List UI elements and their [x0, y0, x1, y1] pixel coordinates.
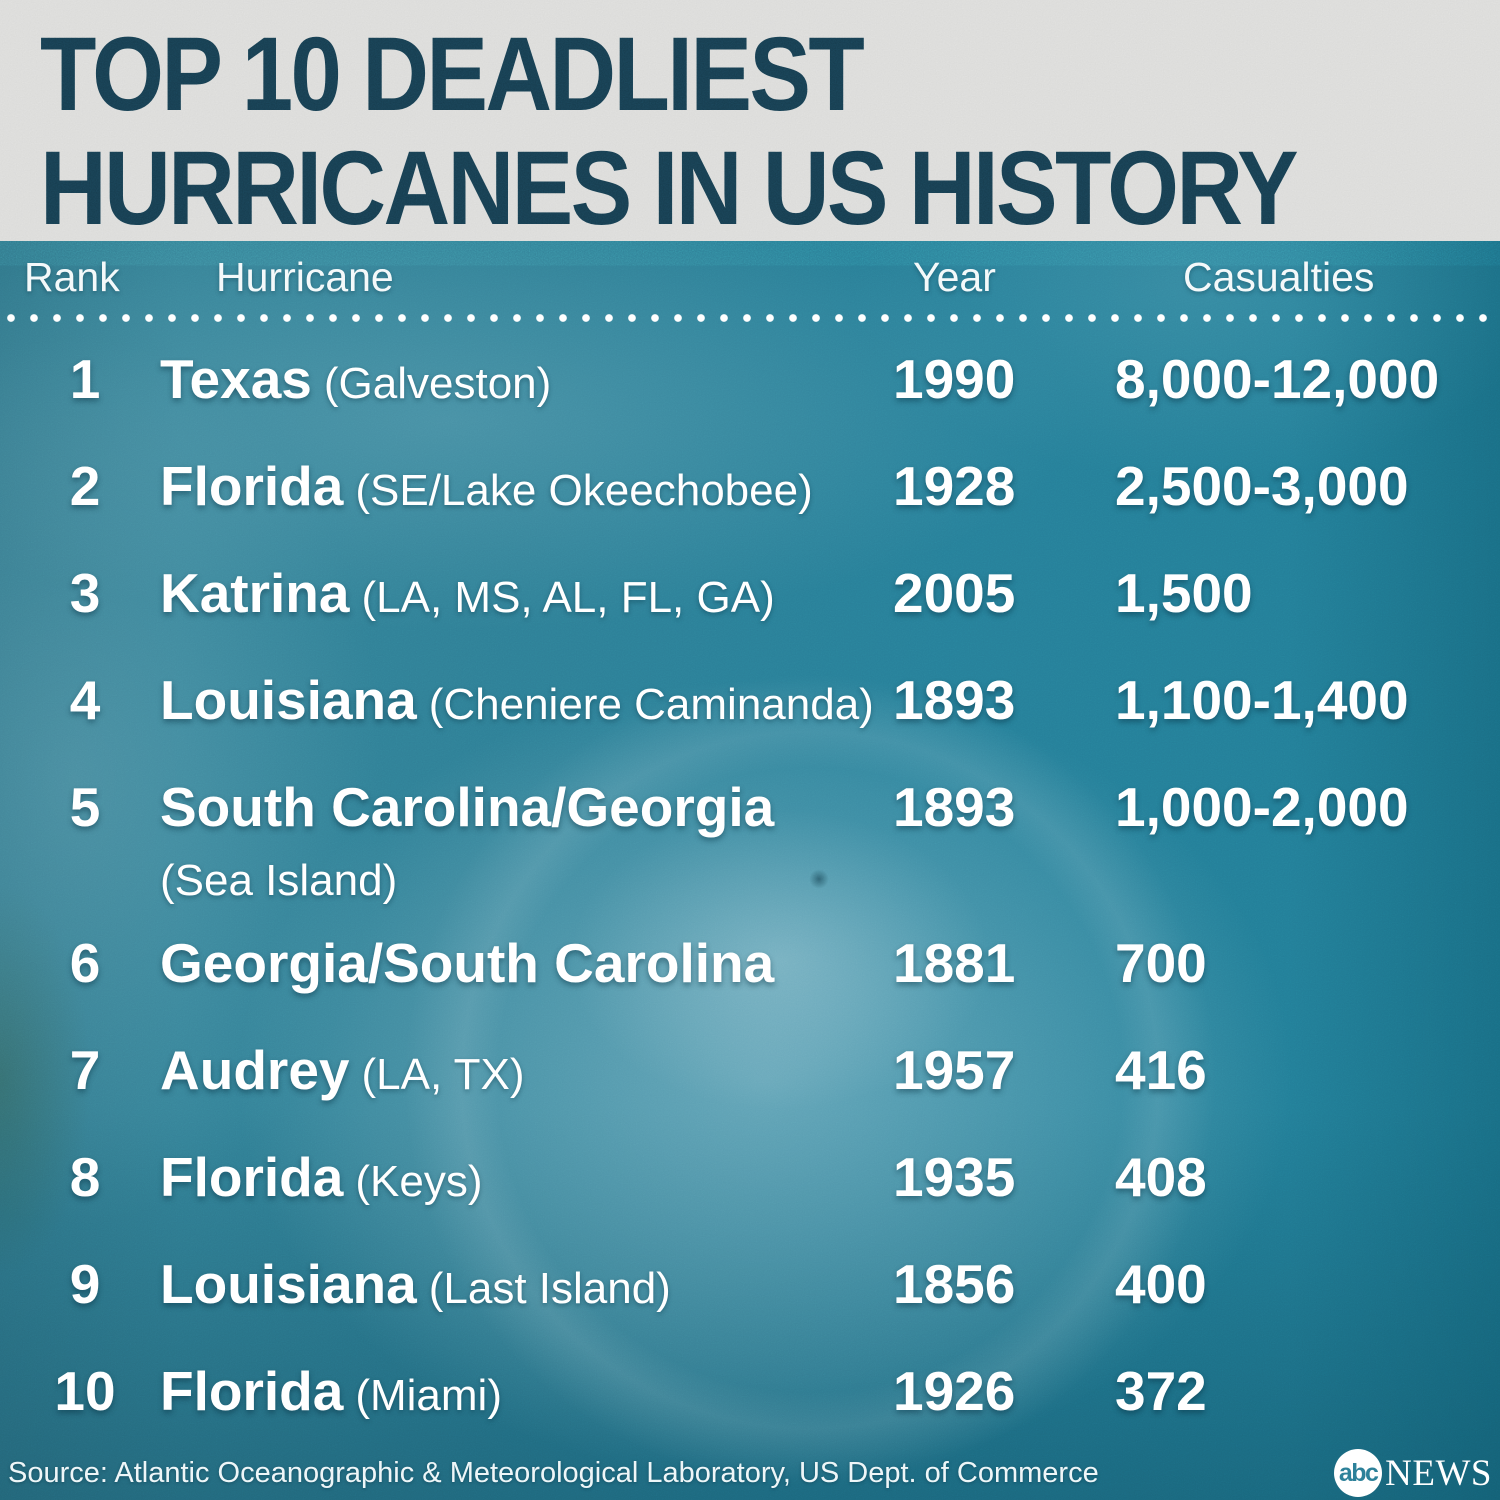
casualties-cell: 400 [1115, 1253, 1207, 1315]
year-cell: 1926 [893, 1360, 1016, 1422]
casualties-cell: 1,500 [1115, 562, 1253, 624]
hurricane-location-detail: (SE/Lake Okeechobee) [355, 466, 813, 515]
hurricane-cell: Louisiana (Last Island) [150, 1254, 885, 1333]
hurricane-name: South Carolina/Georgia [160, 776, 775, 838]
year-cell: 1856 [893, 1253, 1016, 1315]
year-cell: 1893 [893, 776, 1016, 838]
hurricane-cell: Texas (Galveston) [150, 349, 885, 428]
abc-news-logo: abc NEWS [1334, 1449, 1492, 1497]
hurricane-cell: Katrina (LA, MS, AL, FL, GA) [150, 563, 885, 642]
casualties-cell: 8,000-12,000 [1115, 348, 1440, 410]
hurricane-cell: South Carolina/Georgia (Sea Island) [150, 777, 885, 906]
dotted-divider [6, 313, 1500, 323]
header-rank: Rank [24, 253, 120, 300]
year-cell: 1893 [893, 669, 1016, 731]
table-row: 4 Louisiana (Cheniere Caminanda) 1893 1,1… [0, 647, 1500, 754]
casualties-cell: 408 [1115, 1146, 1207, 1208]
table-header-row: Rank Hurricane Year Casualties [0, 241, 1500, 313]
abc-news-wordmark: NEWS [1385, 1452, 1492, 1494]
hurricane-name: Louisiana [160, 669, 417, 731]
hurricane-name: Florida [160, 455, 344, 517]
year-cell: 1990 [893, 348, 1016, 410]
casualties-cell: 2,500-3,000 [1115, 455, 1409, 517]
table-row: 3 Katrina (LA, MS, AL, FL, GA) 2005 1,500 [0, 540, 1500, 647]
rank-cell: 4 [69, 669, 101, 731]
hurricane-location-detail: (Miami) [355, 1371, 502, 1420]
casualties-cell: 372 [1115, 1360, 1207, 1422]
hurricane-location-detail: (Keys) [355, 1157, 483, 1206]
header-year: Year [913, 253, 996, 300]
header-hurricane: Hurricane [216, 253, 394, 300]
page-title-line2: HURRICANES IN US HISTORY [40, 130, 1299, 247]
table-row: 7 Audrey (LA, TX) 1957 416 [0, 1017, 1500, 1124]
table-row: 9 Louisiana (Last Island) 1856 400 [0, 1231, 1500, 1338]
rank-cell: 3 [69, 562, 101, 624]
rank-cell: 5 [69, 776, 101, 838]
rank-cell: 6 [69, 932, 101, 994]
table-row: 1 Texas (Galveston) 1990 8,000-12,000 [0, 326, 1500, 433]
hurricane-location-subdetail: (Sea Island) [160, 856, 398, 905]
year-cell: 2005 [893, 562, 1016, 624]
rank-cell: 2 [69, 455, 101, 517]
hurricane-name: Florida [160, 1360, 344, 1422]
casualties-cell: 1,100-1,400 [1115, 669, 1409, 731]
hurricane-location-detail: (LA, TX) [361, 1050, 525, 1099]
hurricane-cell: Florida (Keys) [150, 1147, 885, 1226]
title-band: TOP 10 DEADLIEST HURRICANES IN US HISTOR… [0, 0, 1500, 246]
hurricane-name: Audrey [160, 1039, 350, 1101]
casualties-cell: 700 [1115, 932, 1207, 994]
hurricane-location-detail: (Last Island) [428, 1264, 671, 1313]
page-title-line1: TOP 10 DEADLIEST [40, 16, 865, 133]
footer: Source: Atlantic Oceanographic & Meteoro… [0, 1445, 1500, 1500]
hurricane-cell: Audrey (LA, TX) [150, 1040, 885, 1119]
hurricane-name: Georgia/South Carolina [160, 932, 775, 994]
casualties-cell: 1,000-2,000 [1115, 776, 1409, 838]
hurricane-location-detail: (LA, MS, AL, FL, GA) [361, 573, 775, 622]
year-cell: 1928 [893, 455, 1016, 517]
hurricane-cell: Louisiana (Cheniere Caminanda) [150, 670, 885, 749]
table-body: 1 Texas (Galveston) 1990 8,000-12,000 2 F… [0, 323, 1500, 1445]
hurricane-cell: Georgia/South Carolina [150, 933, 885, 1012]
casualties-cell: 416 [1115, 1039, 1207, 1101]
table-row: 6 Georgia/South Carolina 1881 700 [0, 910, 1500, 1017]
hurricane-cell: Florida (Miami) [150, 1361, 885, 1440]
rank-cell: 7 [69, 1039, 101, 1101]
year-cell: 1935 [893, 1146, 1016, 1208]
source-credit: Source: Atlantic Oceanographic & Meteoro… [8, 1456, 1099, 1489]
hurricane-name: Florida [160, 1146, 344, 1208]
header-casualties: Casualties [1183, 253, 1375, 300]
hurricane-location-detail: (Cheniere Caminanda) [428, 680, 874, 729]
rank-cell: 10 [54, 1360, 116, 1422]
hurricane-name: Louisiana [160, 1253, 417, 1315]
hurricane-cell: Florida (SE/Lake Okeechobee) [150, 456, 885, 535]
table-row: 5 South Carolina/Georgia (Sea Island) 18… [0, 754, 1500, 910]
year-cell: 1881 [893, 932, 1016, 994]
table-row: 2 Florida (SE/Lake Okeechobee) 1928 2,500… [0, 433, 1500, 540]
hurricane-location-detail: (Galveston) [323, 359, 552, 408]
hurricane-name: Katrina [160, 562, 350, 624]
table-row: 10 Florida (Miami) 1926 372 [0, 1338, 1500, 1445]
rank-cell: 8 [69, 1146, 101, 1208]
hurricane-name: Texas [160, 348, 312, 410]
rank-cell: 9 [69, 1253, 101, 1315]
year-cell: 1957 [893, 1039, 1016, 1101]
table-row: 8 Florida (Keys) 1935 408 [0, 1124, 1500, 1231]
rank-cell: 1 [69, 348, 101, 410]
abc-circle-icon: abc [1334, 1449, 1383, 1497]
